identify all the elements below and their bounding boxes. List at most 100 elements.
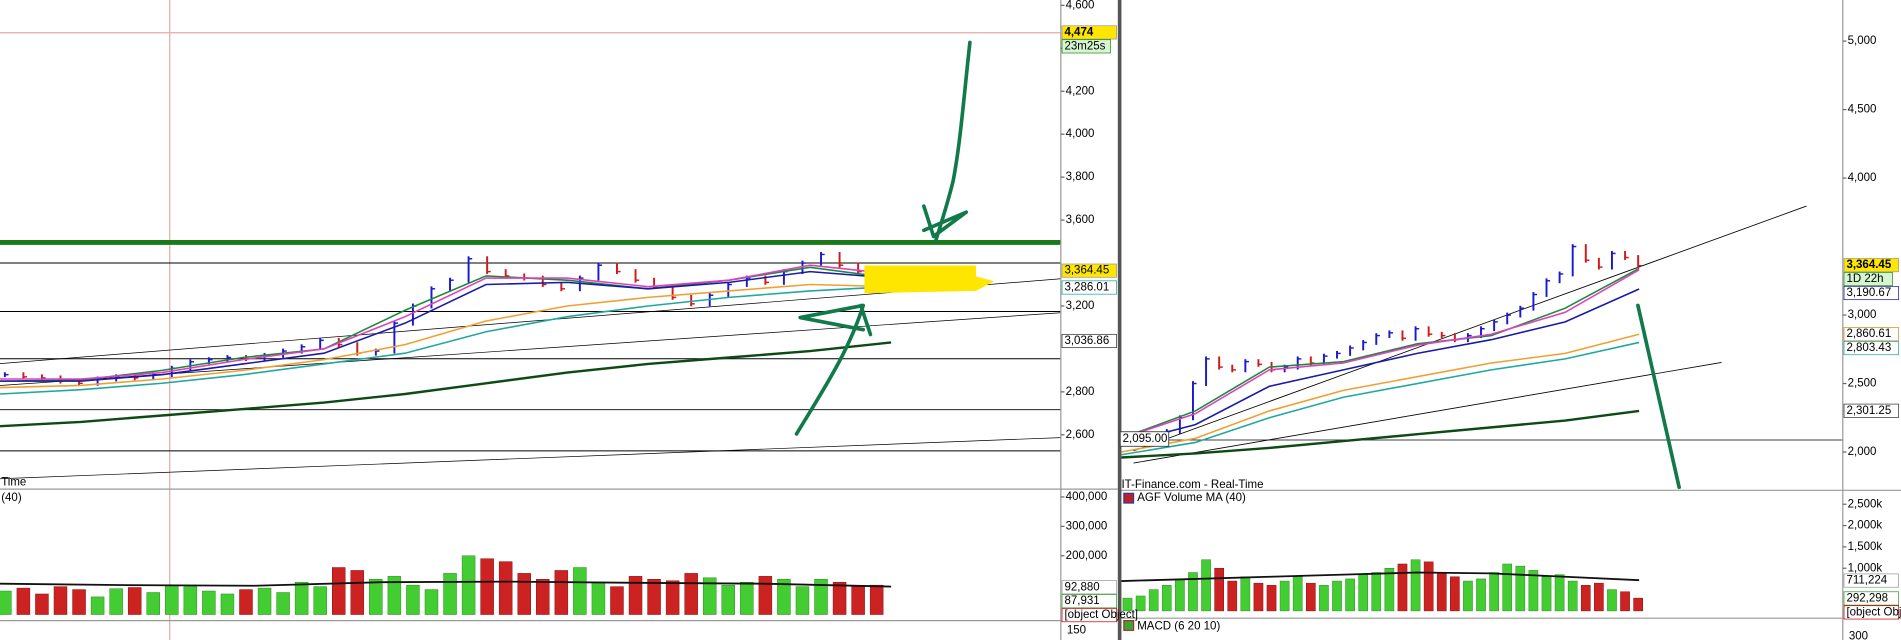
volume-bar <box>1607 589 1617 612</box>
highlight <box>864 265 995 294</box>
y-tick-label: 2,600 <box>1066 429 1095 441</box>
volume-bar <box>1188 572 1198 612</box>
moving-average <box>0 264 892 380</box>
volume-bar <box>146 592 160 615</box>
volume-bar <box>1227 580 1238 612</box>
trend-line <box>1133 205 1807 452</box>
price-label: 711,224 <box>1846 575 1887 587</box>
price-label-box <box>1061 263 1117 278</box>
volume-bar <box>1122 597 1133 612</box>
price-label: 292,298 <box>1846 592 1888 604</box>
price-label: 3,286.01 <box>1064 282 1109 294</box>
left-axis-area <box>1060 0 1118 640</box>
volume-ma <box>0 580 892 588</box>
time-label: Time <box>1 476 26 488</box>
volume-bar <box>1410 559 1421 612</box>
volume-bar <box>814 579 828 615</box>
volume-bar <box>165 584 179 615</box>
volume-bar <box>628 576 643 615</box>
moving-average <box>1121 409 1640 459</box>
price-label: 87,931 <box>1064 595 1099 607</box>
volume-title: AGF Volume MA (40) <box>1137 492 1246 504</box>
volume-bar <box>1515 565 1526 612</box>
moving-average <box>0 270 892 382</box>
volume-bar <box>1240 576 1251 612</box>
volume-bar <box>610 586 624 615</box>
volume-bar <box>1541 576 1552 612</box>
moving-average <box>1121 269 1640 440</box>
price-label-box <box>1061 580 1117 595</box>
marker-label: 2,095.00 <box>1123 433 1168 445</box>
moving-average <box>1121 333 1640 453</box>
volume-bar <box>740 581 754 615</box>
volume-bar <box>369 579 383 615</box>
price-label: [object Object] <box>1064 609 1138 621</box>
volume-bar <box>53 586 68 615</box>
volume-bar <box>1384 567 1395 612</box>
volume-tick-label: 1,000k <box>1848 562 1883 574</box>
volume-bar <box>1135 595 1146 612</box>
macd-icon <box>1123 620 1135 631</box>
moving-average <box>0 341 892 428</box>
moving-average <box>0 285 892 395</box>
volume-bar <box>498 561 513 615</box>
volume-bar <box>554 570 569 615</box>
arrow-down <box>922 40 972 242</box>
volume-bar <box>702 577 717 615</box>
price-label-box <box>1061 608 1117 623</box>
volume-bar <box>424 589 439 615</box>
price-label-box <box>1843 258 1899 273</box>
volume-bar <box>869 584 884 615</box>
volume-bar <box>1554 574 1565 612</box>
volume-bar <box>1266 585 1277 612</box>
right-axis-area <box>1842 0 1901 640</box>
volume-bar <box>1305 582 1316 612</box>
right-lines <box>1121 205 1843 464</box>
source-label: IT-Finance.com - Real-Time <box>1121 479 1263 491</box>
volume-bar <box>90 596 105 615</box>
y-tick-label: 4,200 <box>1066 85 1095 97</box>
timer: 23m25s <box>1064 40 1105 52</box>
volume-tick-label: 1,500k <box>1848 541 1883 553</box>
y-tick-label: 4,600 <box>1066 0 1095 11</box>
volume-bar <box>1214 567 1224 612</box>
window-divider <box>1117 0 1122 640</box>
price-label-box <box>1843 327 1899 342</box>
price-label-box <box>1061 594 1117 609</box>
annotations <box>794 40 1681 490</box>
price-label-box <box>1843 573 1899 588</box>
volume-bar <box>1397 563 1408 612</box>
macd-title: MACD (6 20 10) <box>1137 621 1220 633</box>
price-label: 92,880 <box>1064 581 1099 593</box>
volume-bar <box>1201 559 1211 612</box>
volume-bar <box>1161 585 1172 612</box>
price-label-box <box>1061 25 1117 40</box>
trend-line <box>0 437 1061 480</box>
volume-bar <box>1148 589 1159 612</box>
moving-average <box>1121 267 1640 440</box>
volume-bar <box>16 587 31 615</box>
price-label-box <box>1843 591 1899 606</box>
volume-bar <box>684 573 698 615</box>
volume-bar <box>1345 578 1355 612</box>
volume-bar <box>1463 580 1473 612</box>
volume-bar <box>721 584 736 615</box>
moving-average <box>1121 288 1640 445</box>
volume-bar <box>480 558 494 615</box>
moving-average <box>0 283 892 389</box>
volume-bar <box>443 573 457 615</box>
volume-bar <box>1358 574 1369 612</box>
volume-bar <box>536 579 550 615</box>
price-label-box <box>1843 341 1899 356</box>
price-label: 3,190.67 <box>1846 287 1891 299</box>
y-tick-label: 3,000 <box>1848 309 1877 321</box>
volume-bar <box>276 592 290 615</box>
volume-tick-label: 2,500k <box>1848 498 1883 510</box>
volume-bar <box>313 586 327 615</box>
timer-box <box>1843 272 1893 287</box>
moving-average <box>1121 341 1640 456</box>
volume-bar <box>35 593 49 615</box>
volume-bar <box>183 586 198 615</box>
